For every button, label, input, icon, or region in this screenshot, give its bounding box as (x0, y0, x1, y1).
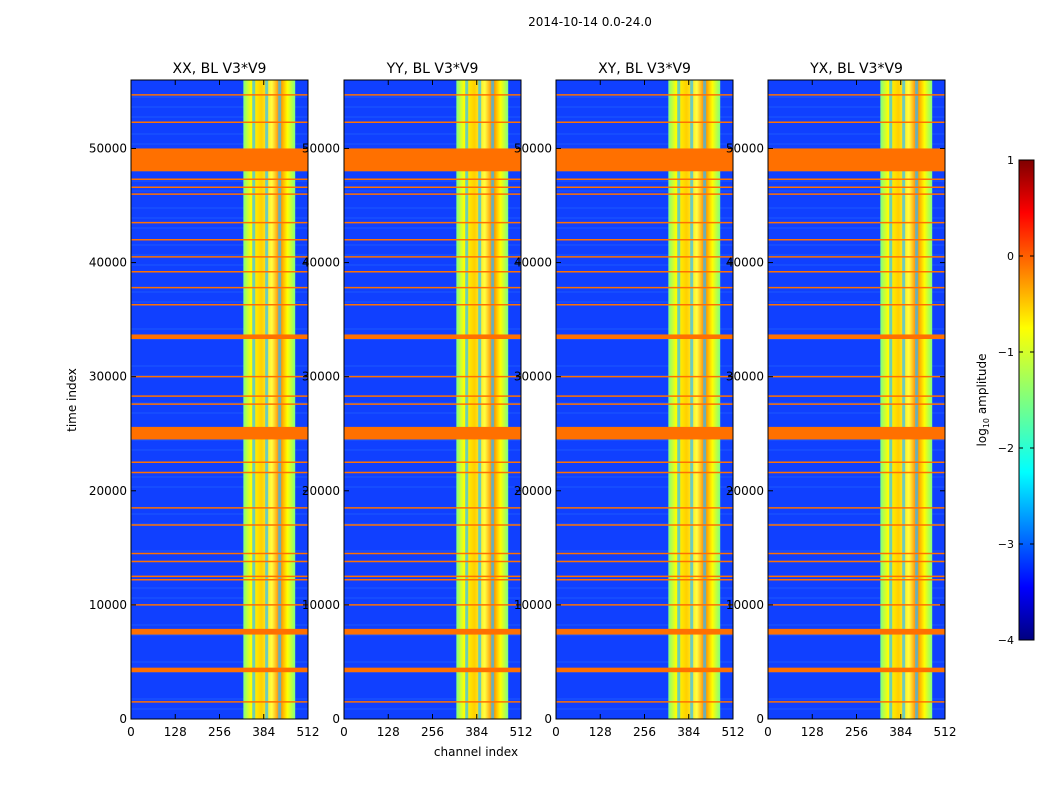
y-tick-label: 0 (332, 712, 340, 726)
y-tick-label: 20000 (89, 484, 127, 498)
flagged-band (131, 628, 308, 635)
colorbar-tick-label: 1 (1007, 154, 1014, 167)
colorbar-label-tail: amplitude (975, 354, 989, 418)
y-tick-label: 50000 (302, 141, 340, 155)
flagged-band (131, 426, 308, 440)
y-tick-label: 30000 (726, 370, 764, 384)
y-tick-label: 10000 (302, 598, 340, 612)
flagged-band (768, 426, 945, 440)
x-tick-label: 384 (889, 725, 912, 739)
x-tick-label: 512 (934, 725, 957, 739)
x-tick-label: 0 (552, 725, 560, 739)
x-tick-label: 256 (845, 725, 868, 739)
x-axis-label: channel index (434, 745, 518, 759)
flagged-band (556, 148, 733, 172)
y-tick-label: 30000 (89, 370, 127, 384)
x-tick-label: 384 (252, 725, 275, 739)
panel-title: YX, BL V3*V9 (809, 61, 903, 77)
panel-title: XX, BL V3*V9 (173, 61, 267, 77)
flagged-band (344, 426, 521, 440)
panel-4: YX, BL V3*V9 0 128 256 384 512 0 10000 20000 3000… (726, 61, 957, 739)
colorbar-gradient (1018, 159, 1035, 641)
panel-2: YY, BL V3*V9 0 128 256 384 512 0 10000 20000 3000… (302, 61, 533, 739)
colorbar: 1 0 −1 −2 −3 −4 (998, 154, 1035, 647)
panel-title: YY, BL V3*V9 (386, 61, 479, 77)
y-tick-label: 10000 (726, 598, 764, 612)
bright-channel-region (880, 80, 933, 719)
colorbar-tick-label: −3 (998, 538, 1014, 551)
y-tick-label: 20000 (514, 484, 552, 498)
y-tick-label: 10000 (89, 598, 127, 612)
suptitle: 2014-10-14 0.0-24.0 (528, 15, 652, 29)
y-tick-label: 50000 (89, 141, 127, 155)
x-tick-label: 0 (764, 725, 772, 739)
y-tick-label: 0 (119, 712, 127, 726)
x-tick-label: 256 (633, 725, 656, 739)
y-tick-label: 40000 (89, 256, 127, 270)
flagged-band (768, 628, 945, 635)
x-tick-label: 128 (589, 725, 612, 739)
bright-channel-region (456, 80, 509, 719)
flagged-band (344, 667, 521, 673)
flagged-band (768, 334, 945, 340)
colorbar-label-sub: 10 (982, 418, 991, 428)
y-tick-label: 20000 (726, 484, 764, 498)
bright-channel-region (668, 80, 721, 719)
colorbar-tick-label: −1 (998, 346, 1014, 359)
y-tick-label: 10000 (514, 598, 552, 612)
colorbar-label: log10 amplitude (975, 354, 991, 447)
panel-1: XX, BL V3*V9 0 128 256 384 512 0 10000 20000 3000… (89, 61, 320, 739)
y-tick-label: 30000 (302, 370, 340, 384)
flagged-band (131, 148, 308, 172)
colorbar-tick-label: 0 (1007, 250, 1014, 263)
y-tick-label: 0 (544, 712, 552, 726)
x-tick-label: 384 (465, 725, 488, 739)
y-tick-label: 40000 (514, 256, 552, 270)
y-tick-label: 20000 (302, 484, 340, 498)
y-tick-label: 50000 (514, 141, 552, 155)
colorbar-tick-label: −4 (998, 634, 1014, 647)
x-tick-label: 512 (510, 725, 533, 739)
panel-title: XY, BL V3*V9 (598, 61, 691, 77)
y-axis-label: time index (65, 368, 79, 432)
y-tick-label: 50000 (726, 141, 764, 155)
colorbar-tick-label: −2 (998, 442, 1014, 455)
x-tick-label: 128 (377, 725, 400, 739)
flagged-band (556, 426, 733, 440)
flagged-band (131, 667, 308, 673)
flagged-band (768, 667, 945, 673)
x-tick-label: 0 (340, 725, 348, 739)
flagged-band (344, 334, 521, 340)
flagged-band (556, 334, 733, 340)
bright-channel-region (243, 80, 296, 719)
flagged-band (344, 148, 521, 172)
x-tick-label: 512 (722, 725, 745, 739)
x-tick-label: 384 (677, 725, 700, 739)
panel-3: XY, BL V3*V9 0 128 256 384 512 0 10000 20000 3000… (514, 61, 745, 739)
y-tick-label: 30000 (514, 370, 552, 384)
panels: XX, BL V3*V9 0 128 256 384 512 0 10000 20000 3000… (89, 61, 957, 739)
flagged-band (768, 148, 945, 172)
flagged-band (131, 334, 308, 340)
y-tick-label: 40000 (302, 256, 340, 270)
x-tick-label: 256 (208, 725, 231, 739)
y-tick-label: 0 (756, 712, 764, 726)
y-tick-label: 40000 (726, 256, 764, 270)
x-tick-label: 128 (164, 725, 187, 739)
x-tick-label: 256 (421, 725, 444, 739)
x-tick-label: 0 (127, 725, 135, 739)
flagged-band (344, 628, 521, 635)
x-tick-label: 128 (801, 725, 824, 739)
colorbar-label-log: log (975, 428, 989, 446)
flagged-band (556, 667, 733, 673)
flagged-band (556, 628, 733, 635)
x-tick-label: 512 (297, 725, 320, 739)
